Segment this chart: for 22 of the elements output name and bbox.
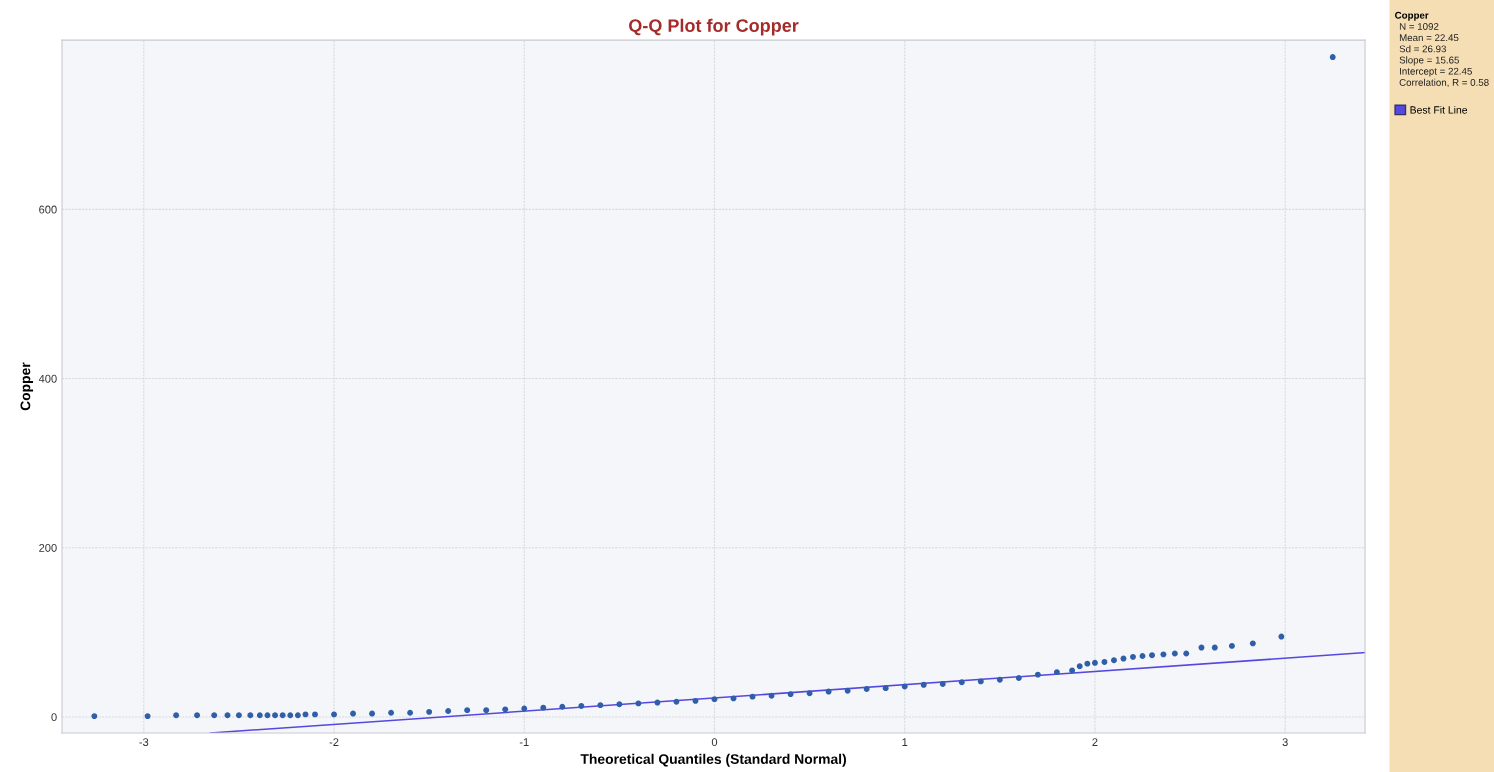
x-tick-label: -1 [519, 738, 529, 746]
text: Sd = 26.93 [1399, 45, 1446, 53]
y-tick-label: 400 [38, 374, 57, 383]
text: N = 1092 [1399, 23, 1439, 30]
x-tick-label: 1 [902, 738, 908, 746]
y-tick-label: 0 [51, 713, 57, 722]
chart-title: Q-Q Plot for Copper [629, 18, 799, 36]
text: Copper [1395, 11, 1429, 21]
legend-label: Best Fit Line [1410, 105, 1468, 114]
y-axis-title: Copper [20, 362, 34, 411]
text: Correlation, R = 0.58 [1399, 78, 1489, 88]
text: Mean = 22.45 [1399, 34, 1459, 42]
x-tick-label: -3 [139, 738, 149, 747]
y-tick-label: 600 [39, 205, 57, 214]
x-tick-label: -2 [329, 738, 339, 746]
y-tick-label: 200 [39, 544, 57, 552]
x-axis-title: Theoretical Quantiles (Standard Normal) [580, 753, 846, 767]
x-tick-label: 2 [1092, 738, 1098, 746]
text: Intercept = 22.45 [1400, 67, 1472, 77]
x-tick-label: 3 [1282, 738, 1288, 747]
x-tick-label: 0 [711, 738, 718, 747]
text: Slope = 15.65 [1399, 56, 1459, 66]
